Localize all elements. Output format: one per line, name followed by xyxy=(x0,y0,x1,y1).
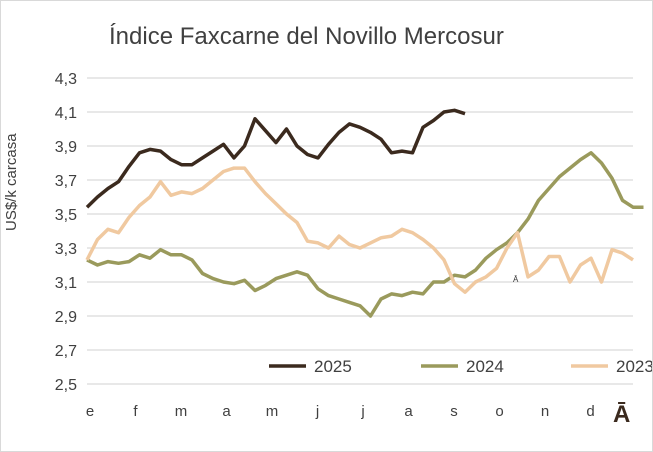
legend-label-2025: 2025 xyxy=(314,357,352,376)
series-line-2024 xyxy=(86,151,644,318)
y-tick-label: 3,9 xyxy=(55,139,77,156)
series-line-2023 xyxy=(85,166,634,294)
x-tick-label: e xyxy=(86,403,94,420)
y-tick-label: 2,5 xyxy=(55,377,77,394)
y-tick-label: 3,5 xyxy=(55,207,77,224)
legend-label-2023: 2023 xyxy=(616,357,652,376)
x-tick-label: m xyxy=(266,403,279,420)
x-tick-label: j xyxy=(360,403,364,420)
y-tick-label: 3,3 xyxy=(55,241,77,258)
x-tick-label: n xyxy=(541,403,549,420)
x-tick-label: s xyxy=(450,403,458,420)
x-tick-label: a xyxy=(404,403,413,420)
x-tick-label: j xyxy=(315,403,319,420)
x-tick-label: o xyxy=(495,403,503,420)
annotation-small: Ā xyxy=(513,275,519,284)
x-tick-label: m xyxy=(175,403,188,420)
x-tick-label: a xyxy=(222,403,231,420)
series-line-2025 xyxy=(85,108,466,209)
y-tick-label: 2,9 xyxy=(55,309,77,326)
y-tick-label: 3,1 xyxy=(55,275,77,292)
chart-title: Índice Faxcarne del Novillo Mercosur xyxy=(109,23,504,50)
x-tick-label: d xyxy=(586,403,594,420)
annotation-mark: Ā xyxy=(613,401,631,428)
y-tick-label: 4,1 xyxy=(55,105,77,122)
y-tick-label: 3,7 xyxy=(55,173,77,190)
y-tick-label: 2,7 xyxy=(55,343,77,360)
y-tick-label: 4,3 xyxy=(55,71,77,88)
legend-label-2024: 2024 xyxy=(466,357,504,376)
x-tick-label: f xyxy=(133,403,138,420)
